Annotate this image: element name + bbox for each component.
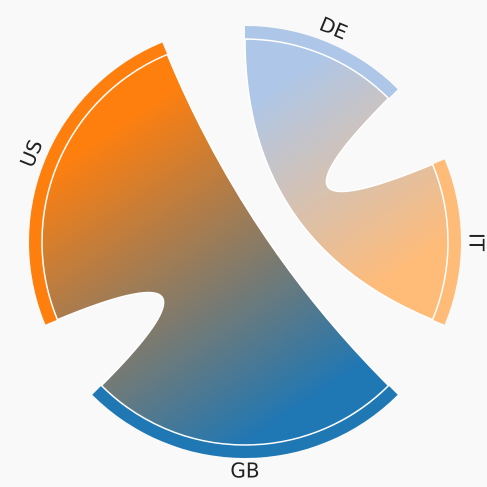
- group-label: DE: [316, 12, 351, 45]
- ribbon: [244, 38, 449, 321]
- group-label: US: [15, 136, 48, 170]
- group-arc: [28, 42, 170, 325]
- ribbon: [41, 53, 390, 446]
- group-label: GB: [230, 459, 259, 483]
- group-arc: [92, 382, 398, 459]
- group-label: IT: [465, 233, 487, 252]
